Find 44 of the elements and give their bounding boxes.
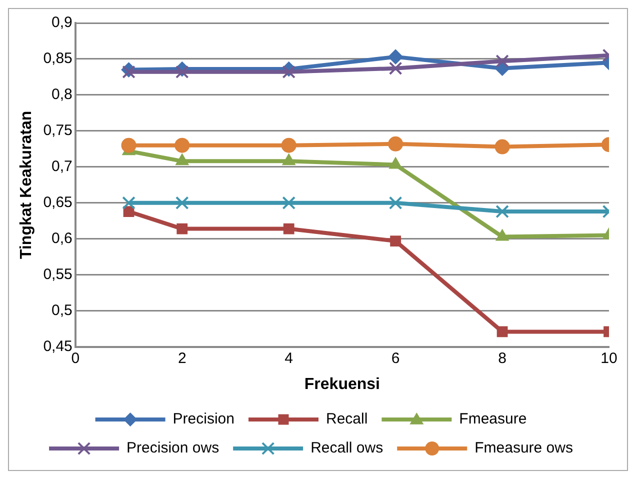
point — [388, 136, 404, 152]
point — [390, 236, 402, 246]
y-tick-label: 0,65 — [43, 194, 72, 212]
point — [122, 65, 136, 79]
legend-label: Fmeasure — [459, 410, 527, 428]
legend-label: Recall — [326, 410, 368, 428]
point — [496, 204, 509, 218]
y-tick-label: 0,6 — [52, 230, 72, 248]
x-tick-label: 2 — [178, 350, 186, 367]
y-tick-label: 0,9 — [52, 14, 72, 32]
legend-label: Recall ows — [310, 440, 384, 457]
point — [496, 54, 509, 68]
y-tick-label: 0,7 — [52, 158, 72, 176]
legend-label: Precision — [172, 410, 235, 428]
point — [282, 65, 296, 79]
point — [283, 223, 294, 234]
point — [496, 326, 508, 338]
point — [174, 138, 190, 153]
point — [494, 139, 510, 154]
legend-label: Precision ows — [126, 440, 220, 457]
point — [176, 223, 188, 234]
x-axis-title: Frekuensi — [304, 376, 380, 393]
y-tick-label: 0,75 — [43, 122, 72, 140]
point — [282, 196, 296, 210]
point — [388, 49, 404, 64]
x-tick-label: 6 — [391, 350, 400, 367]
point — [388, 196, 402, 210]
point — [281, 138, 296, 153]
y-axis-title: Tingkat Keakuratan — [18, 110, 36, 259]
x-tick-label: 0 — [71, 350, 80, 367]
point — [122, 196, 136, 210]
y-tick-label: 0,5 — [52, 302, 72, 319]
point — [175, 196, 189, 210]
legend-label: Fmeasure ows — [474, 440, 573, 457]
y-tick-label: 0,8 — [52, 86, 72, 104]
x-tick-label: 10 — [600, 350, 618, 367]
point — [175, 65, 189, 79]
point — [388, 62, 402, 75]
y-tick-label: 0,45 — [43, 338, 72, 355]
x-tick-label: 8 — [498, 350, 506, 367]
y-tick-label: 0,55 — [43, 266, 72, 283]
y-tick-label: 0,85 — [43, 50, 72, 68]
point — [121, 138, 136, 153]
x-tick-label: 4 — [284, 350, 294, 367]
